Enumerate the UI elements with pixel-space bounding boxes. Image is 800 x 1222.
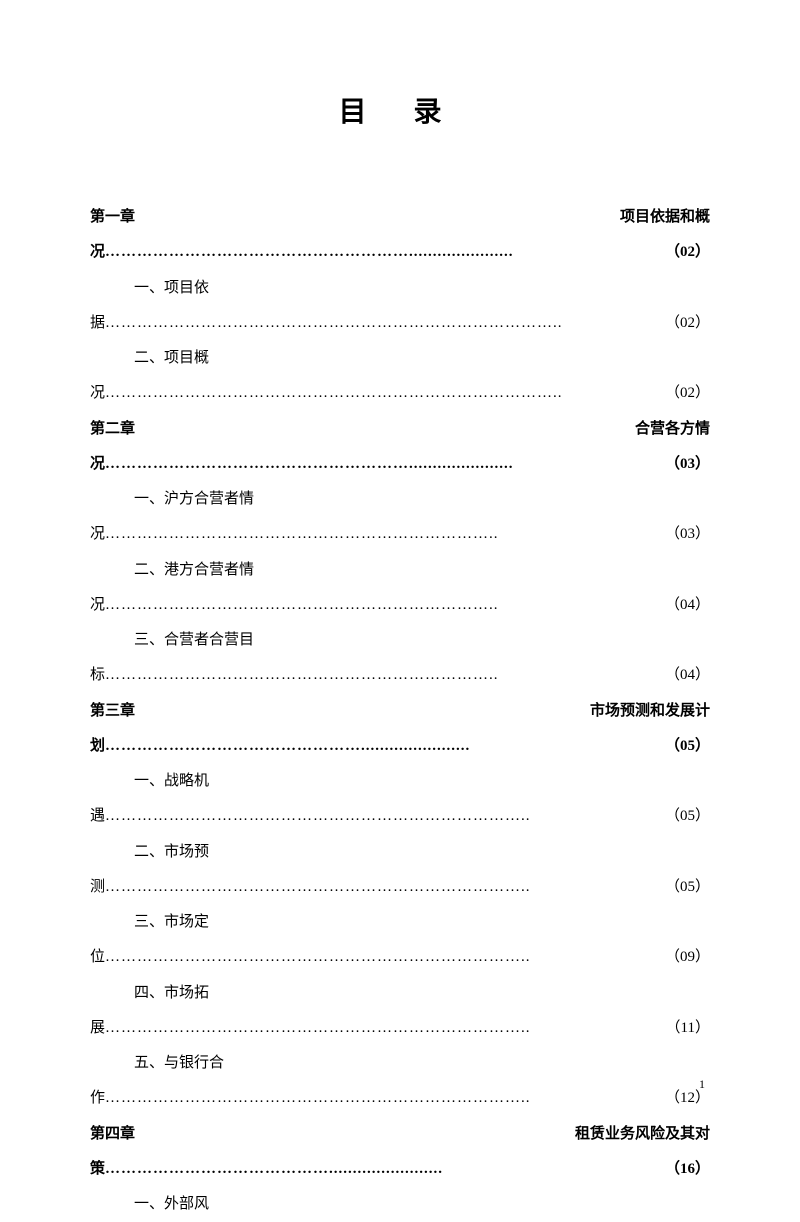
chapter-title: 项目依据和概: [620, 200, 710, 235]
chapter-continuation: 策……………………………………........................（…: [90, 1152, 710, 1187]
chapter-cont-text: 况: [90, 235, 105, 270]
sub-cont-text: 展: [90, 1011, 105, 1046]
leader-dots: ………………………………………………….....................…: [105, 235, 661, 270]
sub-item-line2: 况…………………………………………………………………………..（02）: [90, 376, 710, 411]
chapter-cont-text: 划: [90, 729, 105, 764]
sub-text: 二、市场预: [134, 835, 209, 870]
page-ref: （03）: [665, 447, 710, 482]
leader-dots: ……………………………………………………………………..: [105, 870, 661, 905]
leader-dots: ………………………………………….......................: [105, 729, 661, 764]
chapter-label: 第一章: [90, 200, 135, 235]
chapter-title: 市场预测和发展计: [590, 694, 710, 729]
page-ref: （11）: [666, 1011, 710, 1046]
page-ref: （02）: [665, 306, 710, 341]
sub-text: 二、港方合营者情: [134, 553, 254, 588]
leader-dots: ……………………………………........................: [105, 1152, 661, 1187]
sub-cont-text: 标: [90, 658, 105, 693]
page-number: 1: [699, 1077, 705, 1092]
sub-cont-text: 遇: [90, 799, 105, 834]
page-ref: （02）: [665, 235, 710, 270]
chapter-label: 第三章: [90, 694, 135, 729]
sub-text: 二、项目概: [134, 341, 209, 376]
page-ref: （02）: [665, 376, 710, 411]
leader-dots: ……………………………………………………………………..: [105, 1081, 661, 1116]
page-ref: （05）: [665, 870, 710, 905]
sub-text: 一、沪方合营者情: [134, 482, 254, 517]
page-ref: （04）: [665, 588, 710, 623]
sub-item-line2: 位……………………………………………………………………..（09）: [90, 940, 710, 975]
sub-cont-text: 作: [90, 1081, 105, 1116]
sub-item-line2: 况……………………………………………………………….. （03）: [90, 517, 710, 552]
page-ref: （04）: [665, 658, 710, 693]
chapter-title: 合营各方情: [635, 412, 710, 447]
sub-cont-text: 况: [90, 588, 105, 623]
chapter-row: 第四章 租赁业务风险及其对: [90, 1117, 710, 1152]
toc-title: 目 录: [90, 90, 710, 130]
leader-dots: ………………………………………………………………..: [105, 517, 661, 552]
sub-text: 三、合营者合营目: [134, 623, 254, 658]
sub-item-line1: 一、沪方合营者情: [90, 482, 710, 517]
leader-dots: ………………………………………………………………..: [105, 658, 661, 693]
chapter-row: 第三章 市场预测和发展计: [90, 694, 710, 729]
sub-cont-text: 位: [90, 940, 105, 975]
sub-item-line2: 测……………………………………………………………………..（05）: [90, 870, 710, 905]
sub-item-line1: 一、项目依: [90, 271, 710, 306]
chapter-row: 第二章 合营各方情: [90, 412, 710, 447]
leader-dots: ………………………………………………………………..: [105, 588, 661, 623]
chapter-cont-text: 策: [90, 1152, 105, 1187]
sub-text: 一、项目依: [134, 271, 209, 306]
page-ref: （16）: [665, 1152, 710, 1187]
sub-item-line2: 展……………………………………………………………………..（11）: [90, 1011, 710, 1046]
leader-dots: ……………………………………………………………………..: [105, 799, 661, 834]
page-ref: （09）: [665, 940, 710, 975]
sub-item-line1: 二、港方合营者情: [90, 553, 710, 588]
sub-item-line1: 一、战略机: [90, 764, 710, 799]
sub-item-line1: 四、市场拓: [90, 976, 710, 1011]
chapter-label: 第四章: [90, 1117, 135, 1152]
sub-item-line2: 标……………………………………………………………….. （04）: [90, 658, 710, 693]
sub-item-line1: 二、项目概: [90, 341, 710, 376]
sub-item-line1: 五、与银行合: [90, 1046, 710, 1081]
chapter-continuation: 划………………………………………….......................…: [90, 729, 710, 764]
chapter-row: 第一章 项目依据和概: [90, 200, 710, 235]
leader-dots: ……………………………………………………………………..: [105, 1011, 662, 1046]
chapter-cont-text: 况: [90, 447, 105, 482]
sub-text: 一、战略机: [134, 764, 209, 799]
leader-dots: …………………………………………………………………………..: [105, 306, 661, 341]
sub-cont-text: 测: [90, 870, 105, 905]
sub-item-line1: 三、市场定: [90, 905, 710, 940]
leader-dots: ………………………………………………….....................…: [105, 447, 661, 482]
sub-text: 五、与银行合: [134, 1046, 224, 1081]
chapter-label: 第二章: [90, 412, 135, 447]
chapter-title: 租赁业务风险及其对: [575, 1117, 710, 1152]
sub-item-line2: 况……………………………………………………………….. （04）: [90, 588, 710, 623]
sub-item-line1: 三、合营者合营目: [90, 623, 710, 658]
page-ref: （05）: [665, 799, 710, 834]
leader-dots: …………………………………………………………………………..: [105, 376, 661, 411]
sub-text: 四、市场拓: [134, 976, 209, 1011]
sub-item-line1: 二、市场预: [90, 835, 710, 870]
sub-text: 一、外部风: [134, 1187, 209, 1222]
sub-item-line2: 遇……………………………………………………………………..（05）: [90, 799, 710, 834]
page-ref: （03）: [665, 517, 710, 552]
leader-dots: ……………………………………………………………………..: [105, 940, 661, 975]
page-ref: （05）: [665, 729, 710, 764]
toc-container: 第一章项目依据和概况…………………………………………………...........…: [90, 200, 710, 1222]
sub-cont-text: 况: [90, 376, 105, 411]
sub-text: 三、市场定: [134, 905, 209, 940]
sub-item-line1: 一、外部风: [90, 1187, 710, 1222]
sub-cont-text: 况: [90, 517, 105, 552]
chapter-continuation: 况…………………………………………………....................…: [90, 235, 710, 270]
sub-item-line2: 据…………………………………………………………………………..（02）: [90, 306, 710, 341]
sub-item-line2: 作……………………………………………………………………..（12）: [90, 1081, 710, 1116]
chapter-continuation: 况…………………………………………………....................…: [90, 447, 710, 482]
sub-cont-text: 据: [90, 306, 105, 341]
